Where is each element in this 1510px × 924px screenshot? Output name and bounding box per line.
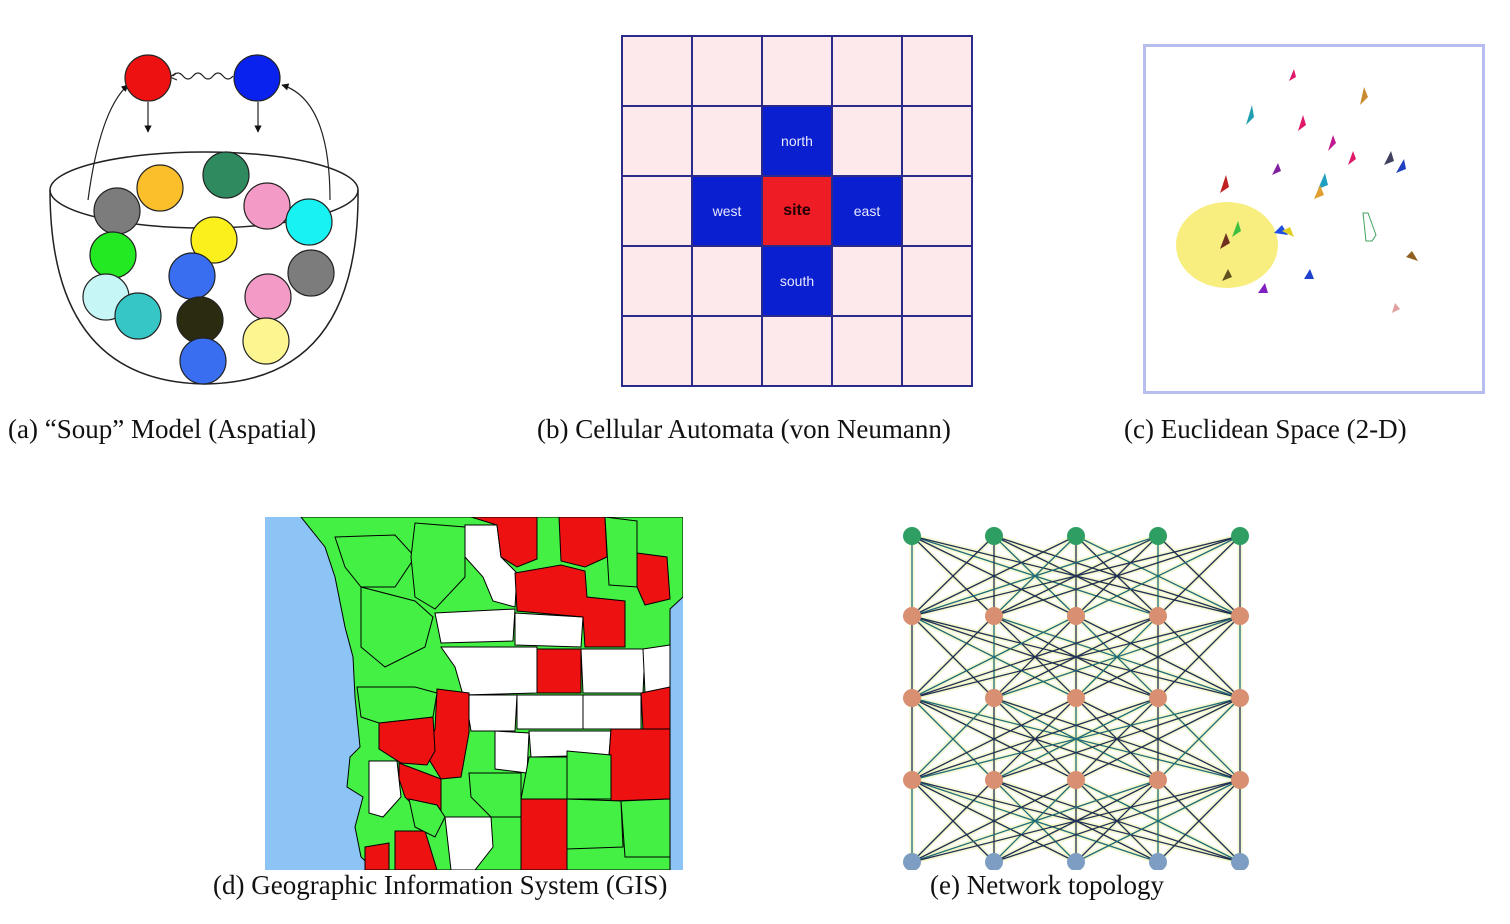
cell-north: north bbox=[762, 106, 832, 176]
red-agent bbox=[124, 54, 172, 102]
network-edge bbox=[911, 615, 1241, 699]
network-edge bbox=[993, 535, 1241, 617]
network-edge bbox=[911, 697, 1077, 781]
network-node bbox=[985, 527, 1003, 545]
network-edge bbox=[911, 535, 995, 617]
cell-west: west bbox=[692, 176, 762, 246]
network-node bbox=[1067, 853, 1085, 870]
network-edge bbox=[911, 615, 995, 699]
cell-south: south bbox=[762, 246, 832, 316]
network-edge bbox=[1075, 535, 1241, 617]
euclidean-space-panel bbox=[1143, 44, 1485, 394]
network-node bbox=[1149, 607, 1167, 625]
caption-b: (b) Cellular Automata (von Neumann) bbox=[537, 414, 951, 444]
network-edge bbox=[911, 779, 1077, 863]
cell-east: east bbox=[832, 176, 902, 246]
network-node bbox=[985, 771, 1003, 789]
network-node bbox=[1067, 607, 1085, 625]
network-edge bbox=[911, 779, 1159, 863]
caption-c: (c) Euclidean Space (2-D) bbox=[1124, 414, 1407, 444]
network-node bbox=[985, 853, 1003, 870]
caption-d: (d) Geographic Information System (GIS) bbox=[213, 870, 668, 900]
network-edge bbox=[911, 535, 1241, 617]
blue-agent bbox=[233, 54, 281, 102]
network-node bbox=[985, 607, 1003, 625]
network-node bbox=[903, 689, 921, 707]
network-edge bbox=[993, 697, 1241, 781]
network-edge bbox=[1075, 779, 1241, 863]
network-edge bbox=[911, 779, 1241, 863]
network-node bbox=[1231, 527, 1249, 545]
gis-map bbox=[265, 517, 683, 870]
network-node bbox=[903, 771, 921, 789]
network-edge bbox=[911, 697, 995, 781]
network-edge bbox=[993, 779, 1241, 863]
network-node bbox=[1231, 689, 1249, 707]
network-node bbox=[1067, 689, 1085, 707]
soup-model-diagram bbox=[49, 54, 359, 385]
network-node bbox=[903, 527, 921, 545]
soup-agents bbox=[82, 151, 335, 385]
network-node bbox=[1149, 771, 1167, 789]
cellular-automata-grid: north west site east south bbox=[621, 35, 973, 387]
network-edge bbox=[911, 535, 1077, 617]
network-edges bbox=[911, 535, 1241, 863]
network-edge bbox=[1157, 779, 1241, 863]
euclidean-agents bbox=[1176, 69, 1418, 313]
network-edge bbox=[911, 615, 1159, 699]
network-nodes bbox=[903, 527, 1249, 870]
network-node bbox=[1231, 607, 1249, 625]
network-node bbox=[1231, 771, 1249, 789]
network-node bbox=[903, 607, 921, 625]
network-edge bbox=[1157, 615, 1241, 699]
network-node bbox=[903, 853, 921, 870]
network-edge bbox=[911, 697, 1241, 781]
network-node bbox=[1149, 853, 1167, 870]
network-edge bbox=[1075, 697, 1241, 781]
network-node bbox=[1067, 527, 1085, 545]
network-edge bbox=[993, 615, 1241, 699]
caption-e: (e) Network topology bbox=[930, 870, 1164, 900]
network-node bbox=[985, 689, 1003, 707]
network-edge bbox=[911, 697, 1159, 781]
network-node bbox=[1231, 853, 1249, 870]
network-node bbox=[1149, 527, 1167, 545]
cell-site: site bbox=[762, 176, 832, 246]
network-topology bbox=[903, 527, 1249, 870]
caption-a: (a) “Soup” Model (Aspatial) bbox=[8, 414, 317, 444]
network-edge bbox=[911, 615, 1077, 699]
network-edge bbox=[911, 535, 1159, 617]
network-node bbox=[1067, 771, 1085, 789]
vision-radius bbox=[1176, 202, 1278, 288]
network-edge bbox=[1157, 697, 1241, 781]
network-edge bbox=[1157, 535, 1241, 617]
network-edge bbox=[911, 779, 995, 863]
network-node bbox=[1149, 689, 1167, 707]
network-edge bbox=[1075, 615, 1241, 699]
